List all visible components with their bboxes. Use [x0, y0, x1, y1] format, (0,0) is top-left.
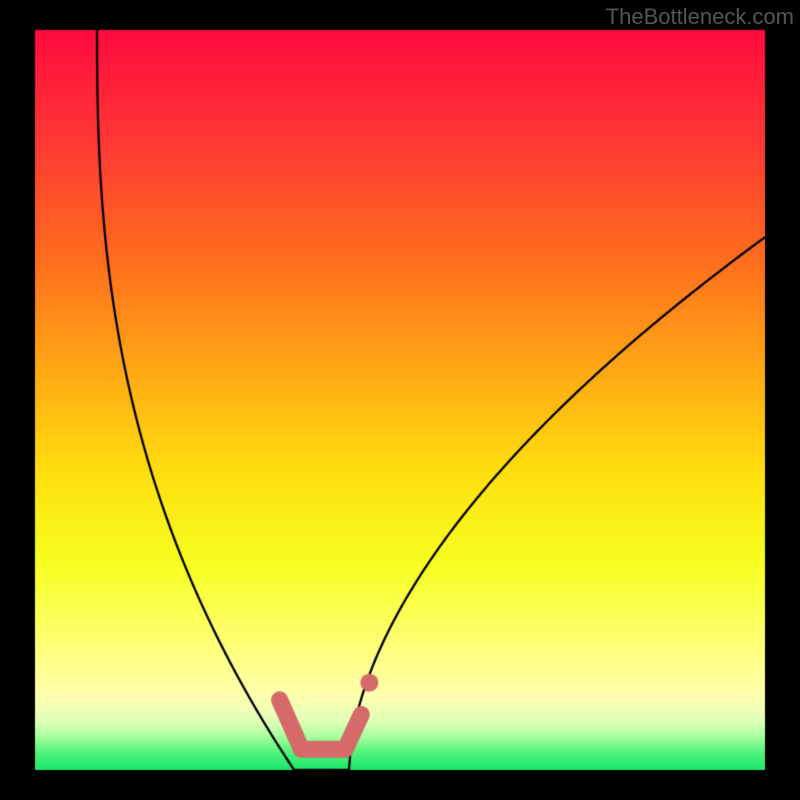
bottleneck-chart	[0, 0, 800, 800]
watermark-text: TheBottleneck.com	[606, 4, 794, 30]
